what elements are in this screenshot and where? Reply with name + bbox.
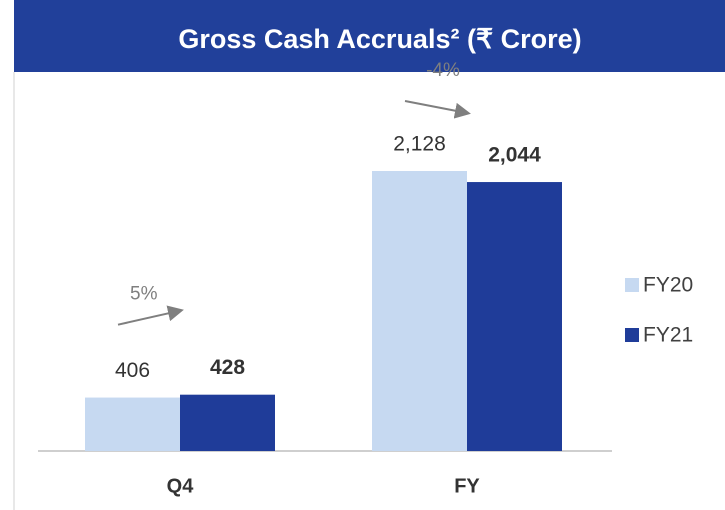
- value-label: 2,044: [488, 144, 541, 167]
- growth-annotation: -4%: [426, 60, 460, 81]
- x-tick-label: FY: [454, 475, 480, 497]
- x-tick-label: Q4: [167, 475, 195, 497]
- bar: [180, 394, 275, 451]
- value-label: 428: [210, 356, 245, 379]
- trend-arrow: [404, 100, 471, 119]
- trend-arrow: [117, 305, 184, 326]
- chart-title: Gross Cash Accruals² (₹ Crore): [178, 24, 581, 54]
- bar: [467, 182, 562, 452]
- legend-swatch: [625, 328, 639, 342]
- growth-annotation: 5%: [130, 284, 158, 305]
- legend-label: FY20: [643, 274, 693, 297]
- value-label: 406: [115, 359, 150, 382]
- legend-swatch: [625, 278, 639, 292]
- bar: [85, 397, 180, 451]
- bar: [372, 171, 467, 451]
- header-band: [14, 0, 725, 72]
- legend-label: FY21: [643, 324, 693, 347]
- value-label: 2,128: [393, 133, 446, 156]
